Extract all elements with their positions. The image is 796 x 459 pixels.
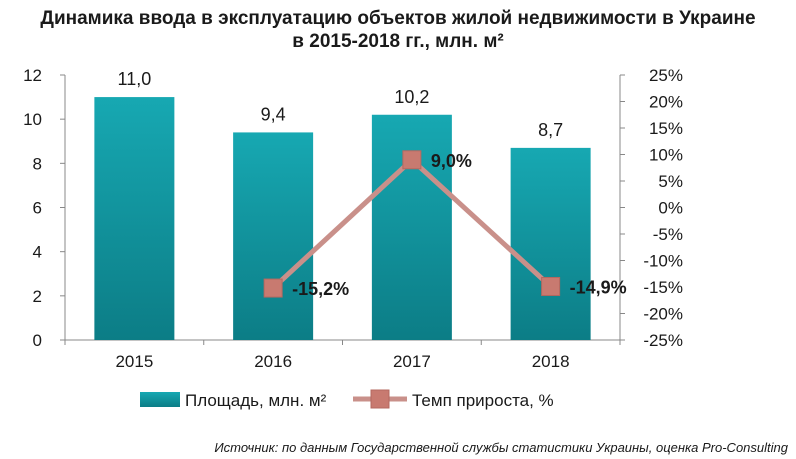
bar-data-label: 8,7 (538, 120, 563, 140)
legend-bar-swatch (140, 392, 180, 407)
x-axis-tick-label: 2015 (115, 352, 153, 371)
growth-data-label: 9,0% (431, 151, 472, 171)
bar (94, 97, 175, 340)
bar-data-label: 10,2 (394, 87, 429, 107)
right-axis-tick-label: 25% (649, 66, 683, 85)
chart-title-line-1: Динамика ввода в эксплуатацию объектов ж… (40, 8, 756, 29)
bar-data-label: 11,0 (118, 69, 152, 89)
x-axis-tick-label: 2017 (393, 352, 431, 371)
right-axis-tick-label: 10% (649, 146, 683, 165)
growth-data-label: -15,2% (292, 279, 349, 299)
right-axis-tick-label: -5% (653, 225, 683, 244)
right-axis-tick-label: 0% (658, 199, 683, 218)
bar (371, 114, 452, 340)
growth-marker (402, 150, 422, 170)
left-axis-tick-label: 6 (33, 199, 42, 218)
right-axis-tick-label: -10% (643, 252, 683, 271)
left-axis-tick-label: 8 (33, 154, 42, 173)
left-axis-tick-label: 4 (33, 243, 42, 262)
right-axis-tick-label: 20% (649, 93, 683, 112)
legend-line-marker (370, 389, 390, 409)
right-axis-tick-label: -25% (643, 331, 683, 350)
right-axis-tick-label: 15% (649, 119, 683, 138)
right-axis-tick-label: 5% (658, 172, 683, 191)
bar (233, 132, 314, 340)
right-axis-tick-label: -20% (643, 305, 683, 324)
x-axis-tick-label: 2018 (532, 352, 570, 371)
legend-bar-label: Площадь, млн. м² (185, 391, 327, 410)
chart-title-line-2: в 2015-2018 гг., млн. м² (292, 31, 504, 52)
bar-data-label: 9,4 (261, 104, 286, 124)
legend-line-label: Темп прироста, % (412, 391, 554, 410)
right-axis-tick-label: -15% (643, 278, 683, 297)
growth-marker (541, 276, 561, 296)
source-note: Источник: по данным Государственной служ… (214, 440, 788, 455)
left-axis-tick-label: 2 (33, 287, 42, 306)
left-axis-tick-label: 10 (23, 110, 42, 129)
left-axis-tick-label: 0 (33, 331, 42, 350)
left-axis-tick-label: 12 (23, 66, 42, 85)
x-axis-tick-label: 2016 (254, 352, 292, 371)
bar (510, 147, 591, 340)
growth-data-label: -14,9% (570, 277, 627, 297)
growth-marker (263, 278, 283, 298)
